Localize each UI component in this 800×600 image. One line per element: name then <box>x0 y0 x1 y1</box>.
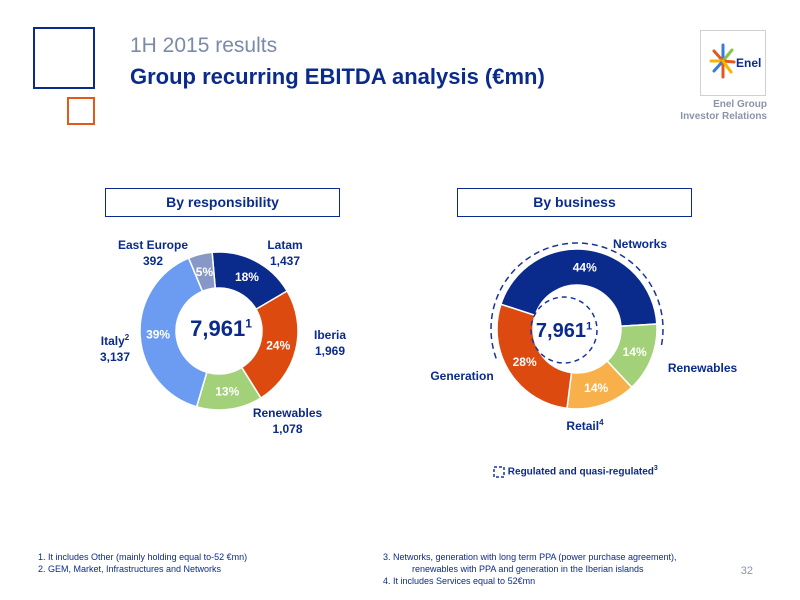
slice-label-renewables: 13% <box>215 384 239 398</box>
heading-by-business: By business <box>457 188 692 217</box>
slice-label-retail: 14% <box>584 381 608 395</box>
donut-right-slices: 44% 14% 14% 28% <box>496 248 658 410</box>
left-total-sup: 1 <box>245 316 252 331</box>
slice-label-latam: 18% <box>235 270 259 284</box>
label-east-europe-value: 392 <box>142 254 164 268</box>
slice-label-networks: 44% <box>573 260 597 274</box>
heading-by-responsibility: By responsibility <box>105 188 340 217</box>
right-total-value: 7,961 <box>535 320 586 342</box>
footnote-3a: 3. Networks, generation with long term P… <box>383 552 677 562</box>
footnote-4: 4. It includes Services equal to 52€mn <box>383 576 536 586</box>
logo-text: Enel <box>736 56 761 70</box>
label-renewables-left: Renewables 1,078 <box>240 405 335 437</box>
company-line-2: Investor Relations <box>680 111 767 122</box>
footnote-3b: renewables with PPA and generation in th… <box>412 564 644 574</box>
slice-italy <box>139 257 208 408</box>
donut-left-slices: 18% 24% 13% 39% 5% <box>139 251 299 411</box>
decor-square-orange <box>67 97 95 125</box>
footnote-2: 2. GEM, Market, Infrastructures and Netw… <box>38 564 222 574</box>
right-total-sup: 1 <box>585 320 593 333</box>
label-retail: Retail4 <box>566 418 604 433</box>
slice-networks <box>499 248 658 328</box>
label-east-europe-name: East Europe <box>117 238 189 252</box>
decor-square-blue <box>33 27 95 89</box>
legend-regulated: Regulated and quasi-regulated3 <box>493 465 658 478</box>
label-italy: Italy2 3,137 <box>85 330 145 365</box>
left-center-total: 7,9611 <box>176 316 266 342</box>
regulated-inner-circle <box>530 296 598 364</box>
dashed-box-icon <box>493 465 505 478</box>
footnote-1: 1. It includes Other (mainly holding equ… <box>38 552 248 562</box>
label-east-europe: East Europe 392 <box>108 237 198 269</box>
label-renewables-left-name: Renewables <box>252 406 323 420</box>
page-title: Group recurring EBITDA analysis (€mn) <box>130 64 545 89</box>
label-latam-name: Latam <box>267 238 303 252</box>
label-italy-name: Italy2 <box>100 333 130 348</box>
page-pretitle: 1H 2015 results <box>130 34 278 57</box>
label-italy-value: 3,137 <box>99 350 131 364</box>
label-iberia-value: 1,969 <box>314 344 346 358</box>
enel-logo: Enel <box>700 30 766 96</box>
label-renewables-right: Renewables <box>667 361 738 375</box>
label-iberia-name: Iberia <box>313 328 346 342</box>
slice-generation <box>496 303 573 410</box>
company-line-1: Enel Group <box>713 99 767 110</box>
company-name: Enel Group Investor Relations <box>680 99 767 123</box>
slice-east-europe <box>187 251 217 293</box>
slice-label-renewables: 14% <box>623 345 647 359</box>
label-iberia: Iberia 1,969 <box>300 327 360 359</box>
slice-label-italy: 39% <box>146 327 170 341</box>
label-latam-value: 1,437 <box>269 254 301 268</box>
label-networks: Networks <box>612 237 668 251</box>
footnotes-right: 3. Networks, generation with long term P… <box>383 551 676 587</box>
slice-label-generation: 28% <box>513 355 537 369</box>
logo-mark-icon: Enel <box>709 43 761 79</box>
slice-label-east-europe: 5% <box>196 265 214 279</box>
footnotes-left: 1. It includes Other (mainly holding equ… <box>38 551 247 575</box>
legend-regulated-text: Regulated and quasi-regulated <box>507 466 654 478</box>
left-total-value: 7,961 <box>190 316 246 341</box>
label-generation: Generation <box>430 369 494 383</box>
slice-label-iberia: 24% <box>266 339 290 353</box>
label-renewables-left-value: 1,078 <box>272 422 303 436</box>
label-latam: Latam 1,437 <box>250 237 320 269</box>
page-number: 32 <box>740 565 753 577</box>
right-center-total: 7,9611 <box>519 320 609 343</box>
